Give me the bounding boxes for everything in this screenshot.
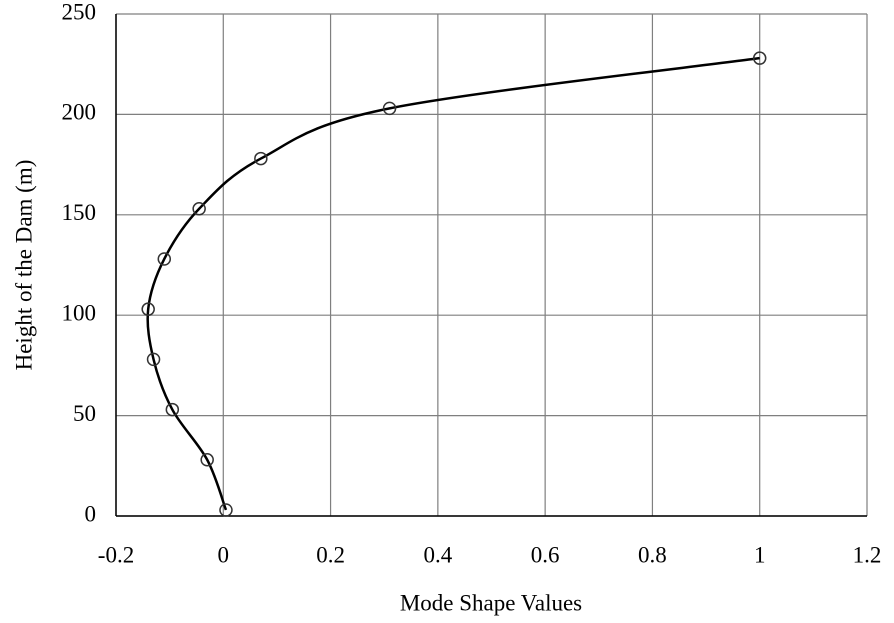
- data-point: [254, 151, 268, 166]
- data-point: [146, 352, 161, 367]
- data-line: [146, 56, 760, 511]
- data-point: [200, 453, 214, 467]
- data-point: [141, 302, 155, 316]
- data-point: [752, 51, 767, 65]
- data-point: [157, 252, 172, 266]
- data-point: [382, 101, 397, 116]
- y-tick-label: 100: [62, 300, 97, 325]
- x-tick-label: 0.4: [423, 542, 452, 567]
- x-tick-label: 1.2: [853, 542, 882, 567]
- y-tick-label: 50: [73, 401, 96, 426]
- x-tick-label: 1: [754, 542, 766, 567]
- x-tick-label: 0.8: [638, 542, 667, 567]
- y-tick-label: 200: [62, 100, 97, 125]
- y-tick-label: 150: [62, 200, 97, 225]
- data-point: [219, 503, 233, 517]
- x-tick-label: 0.6: [531, 542, 560, 567]
- x-tick-label: 0.2: [316, 542, 345, 567]
- x-axis-title: Mode Shape Values: [400, 590, 582, 615]
- y-axis-title: Height of the Dam (m): [11, 160, 36, 371]
- y-tick-label: 250: [62, 0, 97, 24]
- x-tick-label: 0: [218, 542, 230, 567]
- y-tick-label: 0: [85, 501, 97, 526]
- data-point: [165, 402, 180, 417]
- x-tick-label: -0.2: [98, 542, 134, 567]
- data-point: [192, 202, 206, 216]
